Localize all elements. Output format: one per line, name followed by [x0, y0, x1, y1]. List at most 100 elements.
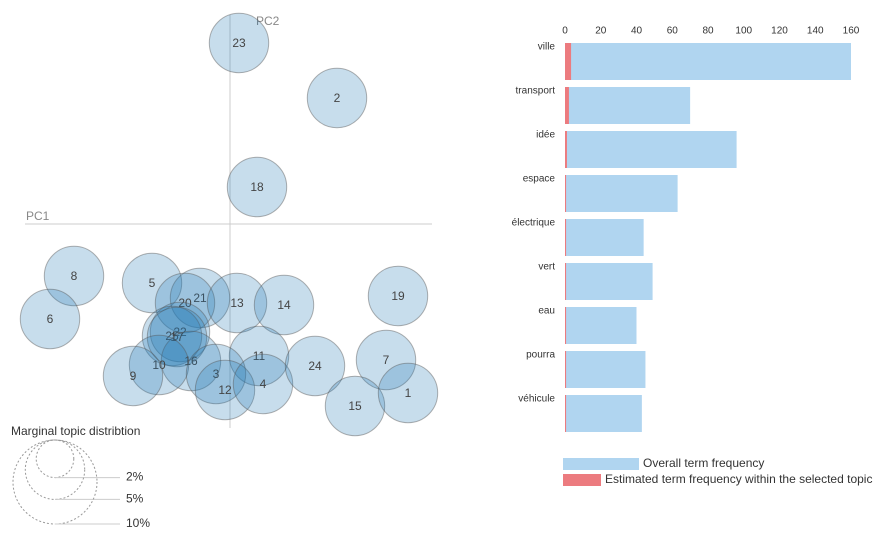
topic-bubble: [253, 274, 315, 336]
topic-label: 3: [213, 367, 220, 381]
bar: [565, 87, 569, 124]
bar: [565, 43, 851, 80]
bar: [565, 263, 653, 300]
bar: [565, 351, 646, 388]
x-tick-label: 160: [843, 26, 860, 37]
bar: [565, 131, 737, 168]
topic-bubble: [226, 156, 288, 218]
term-label: électrique: [512, 218, 556, 229]
topic-bubble: [102, 345, 164, 407]
term-label: idée: [536, 130, 555, 141]
topic-label: 16: [184, 354, 198, 368]
topic-label: 12: [218, 383, 232, 397]
topic-label: 23: [232, 36, 246, 50]
topic-label: 19: [391, 289, 405, 303]
bar: [565, 87, 691, 124]
term-label: espace: [523, 174, 556, 185]
topic-bubble: [141, 305, 203, 367]
x-tick-label: 100: [735, 26, 752, 37]
topic-label: 18: [250, 180, 264, 194]
x-tick-label: 20: [595, 26, 607, 37]
topic-label: 7: [383, 353, 390, 367]
topic-label: 4: [260, 377, 267, 391]
topic-label: 5: [149, 276, 156, 290]
x-tick-label: 120: [771, 26, 788, 37]
y-axis-title: PC2: [256, 14, 280, 28]
topic-label: 24: [308, 359, 322, 373]
term-label: ville: [538, 42, 556, 53]
bar: [565, 395, 642, 432]
topic-label: 11: [253, 349, 266, 363]
size-legend-title: Marginal topic distribtion: [11, 424, 140, 438]
x-tick-label: 40: [631, 26, 643, 37]
topic-label: 22: [173, 325, 187, 339]
topic-label: 6: [47, 312, 54, 326]
bar: [565, 307, 637, 344]
bar: [565, 307, 567, 344]
topic-bubble: [185, 343, 247, 405]
topic-bubble: [160, 330, 222, 392]
x-tick-label: 80: [702, 26, 714, 37]
topic-bubble: [206, 272, 268, 334]
topic-bubble: [194, 359, 256, 421]
topic-bubble: [324, 375, 386, 437]
size-legend-label: 5%: [126, 492, 144, 506]
topic-bubble: [208, 12, 270, 74]
term-label: pourra: [526, 350, 555, 361]
topic-label: 10: [152, 358, 166, 372]
bar: [565, 175, 678, 212]
legend-label: Estimated term frequency within the sele…: [605, 472, 872, 486]
bar: [565, 395, 567, 432]
term-label: transport: [516, 86, 556, 97]
bar: [565, 131, 567, 168]
topic-bubble: [284, 335, 346, 397]
topic-bubble: [146, 306, 208, 368]
bar: [565, 263, 567, 300]
term-label: véhicule: [518, 394, 555, 405]
bar: [565, 175, 567, 212]
legend-swatch: [563, 458, 639, 470]
topic-bubble: [19, 288, 81, 350]
term-label: vert: [538, 262, 555, 273]
topic-label: 21: [193, 291, 207, 305]
legend-label: Overall term frequency: [643, 456, 764, 470]
bar: [565, 219, 567, 256]
size-legend-circle: [12, 439, 98, 525]
topic-label: 2: [334, 91, 341, 105]
topic-label: 17: [170, 330, 184, 344]
x-axis-title: PC1: [26, 209, 50, 223]
term-label: eau: [538, 306, 555, 317]
bar: [565, 43, 572, 80]
x-tick-label: 0: [562, 26, 568, 37]
topic-bubble: [121, 252, 183, 314]
size-legend-label: 10%: [126, 516, 150, 530]
bar: [565, 219, 644, 256]
topic-bubble: [128, 334, 190, 396]
topic-label: 1: [405, 386, 412, 400]
size-legend-circle: [35, 439, 75, 479]
bar: [565, 351, 567, 388]
size-legend-label: 2%: [126, 470, 144, 484]
topic-bubble: [367, 265, 429, 327]
topic-label: 14: [277, 298, 291, 312]
topic-label: 20: [178, 296, 192, 310]
topic-bubble: [377, 362, 439, 424]
topic-label: 15: [348, 399, 362, 413]
topic-label: 9: [130, 369, 137, 383]
legend-swatch: [563, 474, 601, 486]
topic-label: 25: [165, 329, 179, 343]
topic-bubble: [169, 267, 231, 329]
topic-bubble: [149, 301, 211, 363]
topic-bubble: [355, 329, 417, 391]
topic-bubble: [154, 272, 216, 334]
topic-bubble: [43, 245, 105, 307]
topic-bubble: [232, 353, 294, 415]
topic-bubble: [306, 67, 368, 129]
topic-bubble: [228, 325, 290, 387]
size-legend-circle: [24, 439, 86, 500]
x-tick-label: 60: [667, 26, 679, 37]
topic-label: 8: [71, 269, 78, 283]
x-tick-label: 140: [807, 26, 824, 37]
topic-label: 13: [230, 296, 244, 310]
